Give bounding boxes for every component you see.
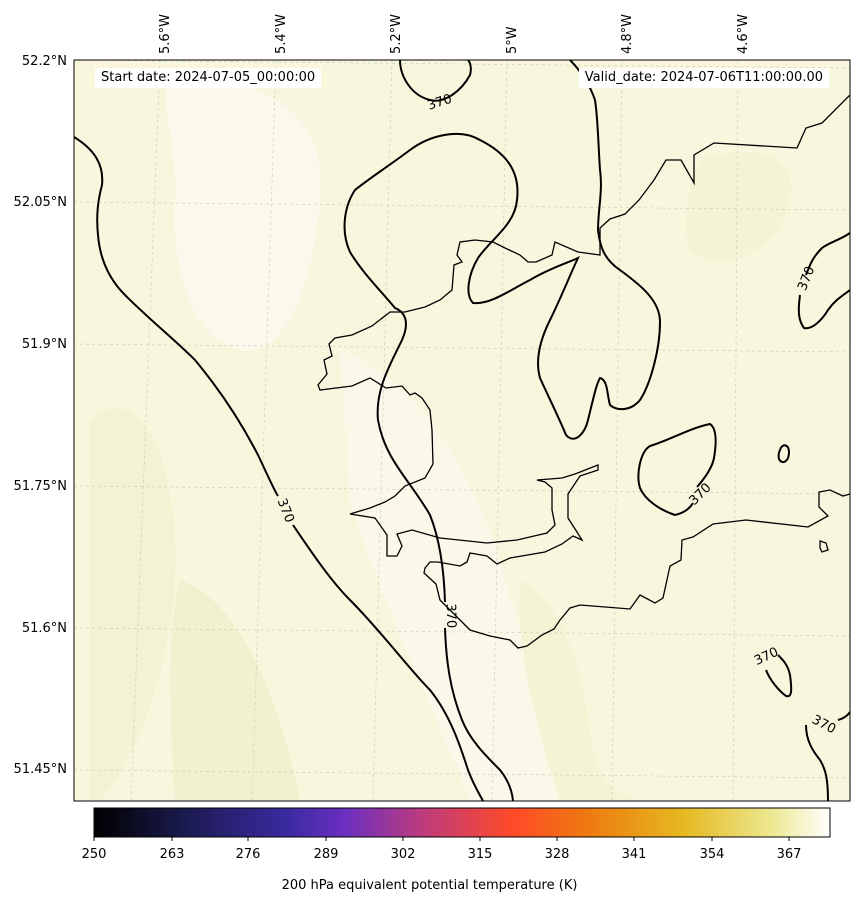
lat-tick-labels: 52.2°N 52.05°N 51.9°N 51.75°N 51.6°N 51.… — [14, 54, 67, 777]
lon-tick-label: 5.6°W — [158, 14, 173, 54]
colorbar-tick-label: 367 — [777, 847, 802, 862]
colorbar-title: 200 hPa equivalent potential temperature… — [281, 878, 578, 893]
lat-tick-label: 51.45°N — [14, 762, 67, 777]
contour-label: 370 — [426, 92, 454, 114]
start-date-label: Start date: 2024-07-05_00:00:00 — [95, 68, 322, 88]
valid-date-label: Valid_date: 2024-07-06T11:00:00.00 — [578, 68, 829, 88]
colorbar — [93, 807, 831, 838]
contour-west-2 — [292, 524, 484, 801]
contour-east-4 — [765, 654, 793, 698]
coastline — [317, 94, 850, 649]
lat-tick-label: 51.75°N — [14, 479, 67, 494]
dark-patch-2 — [170, 580, 300, 800]
theta-e-field: 370 370 370 370 370 370 370 — [74, 60, 850, 801]
colorbar-tick-label: 328 — [545, 847, 570, 862]
contour-east-1a — [805, 232, 850, 276]
map-frame — [73, 59, 851, 802]
colorbar-tick-label: 289 — [314, 847, 339, 862]
contour-center — [343, 60, 662, 603]
colorbar-ticks — [93, 837, 790, 841]
colorbar-tick-label: 302 — [391, 847, 416, 862]
lon-tick-label: 5.4°W — [274, 14, 289, 54]
colorbar-tick-label: 341 — [622, 847, 647, 862]
contour-north — [399, 60, 472, 102]
contour-east-3 — [777, 444, 791, 464]
colorbar-tick-label: 354 — [700, 847, 725, 862]
contour-east-6 — [837, 711, 850, 721]
colorbar-tick-label: 276 — [236, 847, 261, 862]
lat-tick-label: 51.6°N — [22, 621, 67, 636]
lat-tick-label: 52.05°N — [14, 195, 67, 210]
colorbar-tick-label: 250 — [82, 847, 107, 862]
light-patch — [165, 70, 321, 351]
lon-tick-label: 4.8°W — [620, 14, 635, 54]
lat-tick-label: 51.9°N — [22, 337, 67, 352]
lon-tick-label: 5.2°W — [389, 14, 404, 54]
contours-370 — [74, 60, 850, 801]
contour-mid-south — [444, 627, 514, 801]
lat-tick-label: 52.2°N — [22, 54, 67, 69]
contour-east-1b — [797, 289, 850, 330]
colorbar-tick-label: 263 — [160, 847, 185, 862]
colorbar-tick-labels: 250 263 276 289 302 315 328 341 354 367 — [82, 847, 802, 862]
lon-tick-label: 4.6°W — [736, 14, 751, 54]
lon-tick-label: 5°W — [505, 26, 520, 54]
contour-west — [74, 136, 279, 497]
colorbar-tick-label: 315 — [468, 847, 493, 862]
contour-east-5 — [805, 724, 829, 801]
lon-tick-labels: 5.6°W 5.4°W 5.2°W 5°W 4.8°W 4.6°W — [158, 14, 751, 54]
contour-east-2 — [637, 422, 717, 517]
dark-patch-3 — [519, 580, 640, 800]
contour-label: 370 — [443, 603, 459, 628]
dark-patch-4 — [685, 152, 792, 262]
dark-patch — [90, 408, 176, 800]
